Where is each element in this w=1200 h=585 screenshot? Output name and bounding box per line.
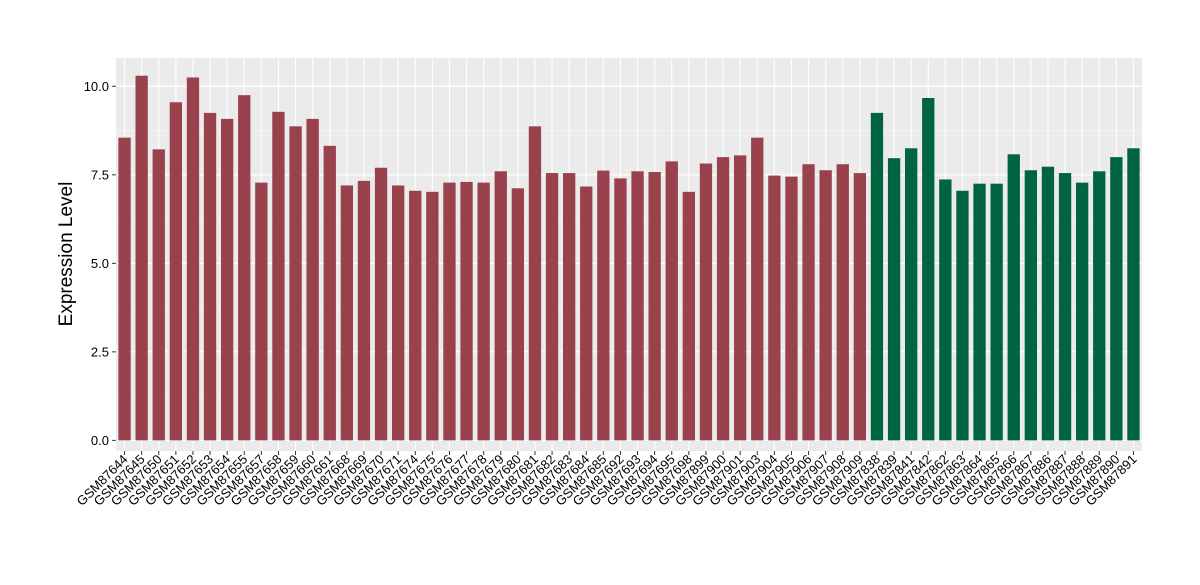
bar-GSM87645: [135, 75, 148, 441]
bar-GSM87679: [494, 171, 507, 441]
bar-GSM87903: [751, 137, 764, 441]
bar-GSM87681: [528, 126, 542, 441]
y-axis-title: Expression Level: [56, 182, 77, 327]
bar-GSM87904: [768, 175, 781, 441]
bar-GSM87682: [545, 173, 559, 441]
bar-GSM87890: [1110, 157, 1123, 441]
y-tick-label: 5.0: [91, 256, 109, 271]
bar-GSM87867: [1024, 170, 1038, 441]
y-tick-label: 0.0: [91, 433, 109, 448]
bar-GSM87889: [1093, 171, 1106, 441]
bar-GSM87694: [648, 172, 661, 441]
bar-GSM87683: [562, 173, 576, 441]
bar-GSM87891: [1127, 148, 1140, 441]
bar-GSM87839: [887, 158, 901, 441]
bar-GSM87693: [631, 171, 644, 441]
bar-GSM87906: [802, 164, 815, 441]
bar-GSM87698: [682, 191, 696, 441]
bar-GSM87864: [973, 183, 986, 441]
bar-GSM87899: [699, 163, 713, 441]
bar-GSM87668: [340, 185, 354, 441]
bar-GSM87866: [1007, 154, 1020, 441]
bar-GSM87684: [580, 186, 593, 441]
bar-GSM87887: [1058, 173, 1072, 441]
bar-GSM87908: [836, 164, 849, 441]
bar-GSM87669: [357, 180, 371, 441]
bar-GSM87654: [220, 118, 234, 441]
y-tick-label: 10.0: [84, 79, 109, 94]
bar-GSM87886: [1041, 166, 1055, 441]
bar-GSM87652: [186, 77, 200, 441]
bar-GSM87862: [939, 179, 952, 441]
y-tick-label: 7.5: [91, 167, 109, 182]
bar-GSM87674: [409, 190, 422, 441]
bar-GSM87863: [956, 190, 969, 441]
bar-GSM87675: [426, 191, 439, 441]
bar-GSM87901: [733, 155, 747, 441]
bar-GSM87838: [870, 112, 884, 441]
bar-GSM87692: [614, 178, 627, 441]
bar-GSM87659: [289, 126, 302, 441]
bar-GSM87650: [152, 149, 165, 441]
bar-GSM87888: [1075, 182, 1089, 441]
bar-GSM87909: [853, 173, 867, 441]
bar-GSM87685: [597, 170, 610, 441]
y-axis: 0.0 2.5 5.0 7.5 10.0: [84, 79, 116, 448]
bar-GSM87670: [374, 167, 388, 441]
bar-GSM87661: [323, 145, 336, 441]
bar-GSM87658: [272, 111, 285, 441]
bar-GSM87657: [255, 182, 268, 441]
bar-GSM87865: [990, 183, 1003, 441]
bar-GSM87655: [238, 95, 251, 441]
bar-GSM87678: [477, 182, 490, 441]
bar-GSM87695: [665, 161, 678, 441]
bar-GSM87651: [169, 102, 183, 441]
bar-GSM87644: [118, 137, 131, 441]
bars: [118, 75, 1140, 441]
y-tick-label: 2.5: [91, 344, 109, 359]
plot-panel: [116, 58, 1142, 451]
x-axis: GSM87644GSM87645GSM87650GSM87651GSM87652…: [74, 451, 1140, 509]
bar-GSM87905: [785, 176, 798, 441]
bar-GSM87676: [443, 182, 456, 441]
bar-GSM87671: [391, 185, 405, 441]
bar-GSM87900: [716, 157, 730, 441]
bar-GSM87841: [904, 148, 918, 441]
bar-GSM87677: [460, 181, 473, 441]
bar-GSM87842: [922, 98, 935, 441]
bar-GSM87680: [511, 188, 525, 441]
bar-GSM87653: [203, 112, 217, 441]
bar-GSM87660: [306, 118, 319, 441]
bar-GSM87907: [819, 170, 832, 441]
